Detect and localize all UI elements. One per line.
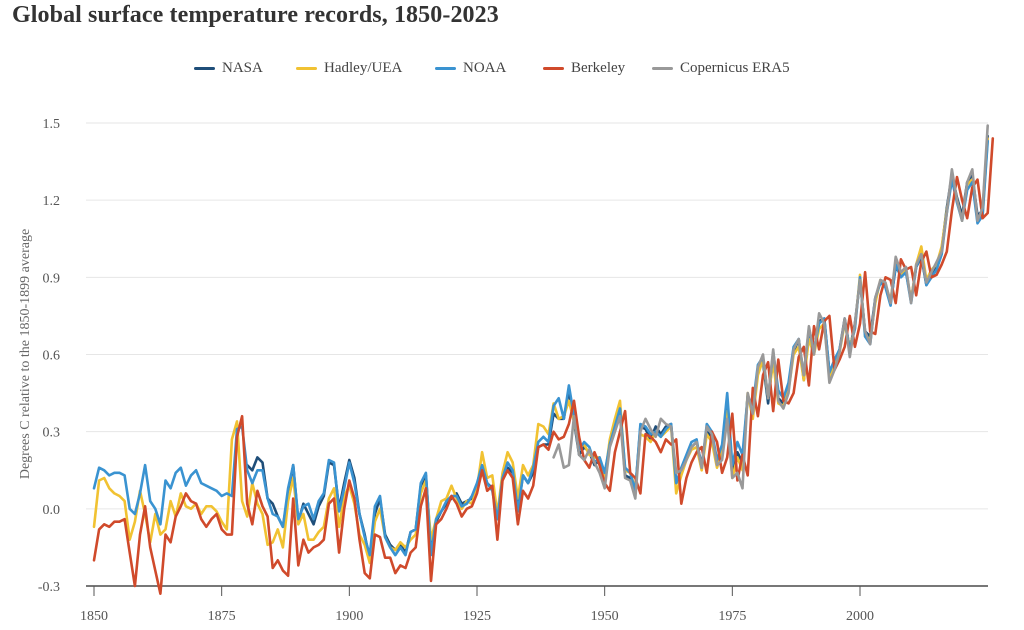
y-tick-label: 1.2 — [43, 194, 61, 209]
x-tick-label: 1850 — [80, 609, 108, 624]
legend-item-hadley[interactable]: Hadley/UEA — [296, 60, 402, 77]
x-axis: 1850 1875 1900 1925 1950 1975 2000 — [80, 585, 988, 624]
x-tick-label: 1975 — [718, 609, 746, 624]
y-axis-ticks: -0.3 0.0 0.3 0.6 0.9 1.2 1.5 — [38, 117, 60, 595]
x-tick-label: 1925 — [463, 609, 491, 624]
y-tick-label: 0.0 — [43, 503, 61, 518]
series-line-hadley-uea[interactable] — [92, 137, 990, 565]
legend-label-hadley: Hadley/UEA — [324, 60, 403, 76]
y-tick-label: -0.3 — [38, 580, 60, 595]
chart-title: Global surface temperature records, 1850… — [12, 2, 499, 28]
x-tick-label: 1900 — [335, 609, 363, 624]
gridlines — [86, 122, 988, 510]
legend-item-copernicus[interactable]: Copernicus ERA5 — [652, 60, 790, 77]
legend-item-nasa[interactable]: NASA — [194, 60, 263, 77]
legend-swatch-nasa — [194, 67, 215, 70]
series-line-nasa[interactable] — [245, 134, 990, 562]
legend-swatch-berkeley — [543, 67, 564, 70]
y-tick-label: 0.3 — [43, 426, 61, 441]
legend-swatch-noaa — [435, 67, 456, 70]
series-line-noaa[interactable] — [92, 139, 990, 557]
series-line-copernicus-era5[interactable] — [552, 124, 990, 500]
series-lines — [92, 124, 995, 596]
y-tick-label: 0.9 — [43, 271, 61, 286]
series-line-berkeley[interactable] — [92, 137, 995, 596]
x-tick-label: 2000 — [846, 609, 874, 624]
y-tick-label: 0.6 — [43, 349, 61, 364]
y-tick-label: 1.5 — [43, 117, 61, 132]
legend-swatch-copernicus — [652, 67, 673, 70]
legend-swatch-hadley — [296, 67, 317, 70]
legend-item-noaa[interactable]: NOAA — [435, 60, 506, 77]
chart-legend: NASA Hadley/UEA NOAA Berkeley Copernicus… — [0, 60, 1024, 82]
legend-label-nasa: NASA — [222, 60, 263, 76]
legend-label-noaa: NOAA — [463, 60, 507, 76]
legend-label-copernicus: Copernicus ERA5 — [680, 60, 790, 76]
x-tick-label: 1950 — [591, 609, 619, 624]
legend-item-berkeley[interactable]: Berkeley — [543, 60, 625, 77]
x-tick-label: 1875 — [208, 609, 236, 624]
legend-label-berkeley: Berkeley — [571, 60, 626, 76]
y-axis-label: Degrees C relative to the 1850-1899 aver… — [18, 229, 33, 479]
